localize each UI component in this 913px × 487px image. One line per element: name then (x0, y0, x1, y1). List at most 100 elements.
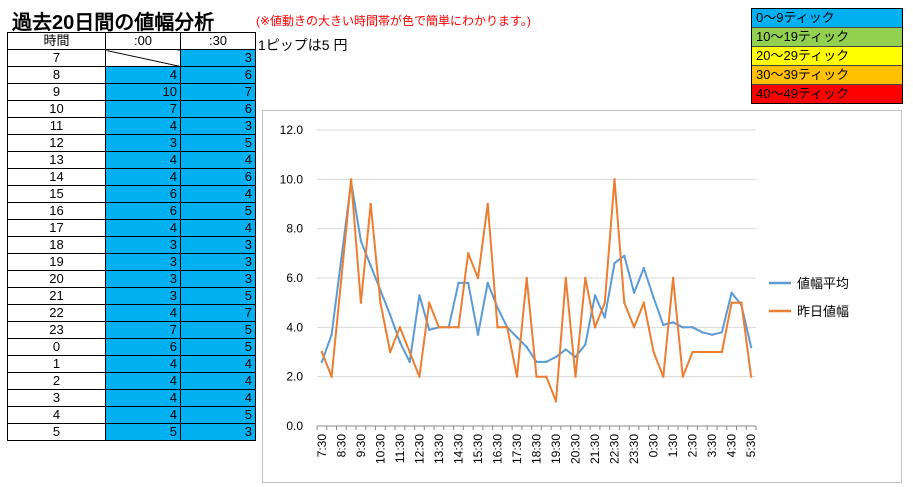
hour-cell: 5 (7, 423, 106, 441)
data-point (418, 375, 421, 378)
data-point (398, 326, 402, 329)
hour-cell: 21 (7, 287, 106, 305)
data-point (584, 343, 587, 346)
data-point (359, 239, 363, 243)
data-point (564, 276, 567, 280)
table-row: 14 4 6 (7, 168, 256, 186)
range-table: 時間 :00 :30 7 3 8 4 6 9 10 7 10 7 6 11 4 3 12 3 5 13 4 4 14 4 6… (7, 32, 256, 441)
table-row: 18 3 3 (7, 236, 256, 254)
data-point (632, 326, 636, 329)
data-point (593, 294, 597, 297)
hour-cell: 3 (7, 389, 106, 407)
data-point (515, 375, 519, 378)
range-00-cell: 4 (105, 406, 181, 424)
hour-cell: 19 (7, 253, 106, 271)
data-point (691, 350, 694, 354)
data-point (554, 355, 558, 359)
header-hour: 時間 (7, 32, 106, 50)
x-tick-label: 14:30 (451, 434, 465, 464)
range-30-cell: 6 (180, 66, 256, 84)
data-point (427, 301, 431, 304)
tick-color-legend: 0～9ティック 10～19ティック 20～29ティック 30～39ティック 40～49テ… (751, 8, 903, 104)
data-point (437, 326, 441, 329)
data-point (359, 301, 363, 304)
range-00-cell: 4 (105, 168, 181, 186)
data-point (584, 276, 587, 280)
x-tick-label: 0:30 (647, 434, 661, 458)
range-00-cell: 6 (105, 185, 181, 203)
range-00-cell: 6 (105, 338, 181, 356)
data-point (749, 375, 753, 378)
x-tick-label: 16:30 (490, 434, 504, 464)
x-tick-label: 9:30 (354, 434, 368, 458)
data-point (486, 281, 489, 285)
range-30-cell: 3 (180, 423, 256, 441)
data-point (642, 266, 646, 270)
data-point (408, 350, 411, 354)
hour-cell: 7 (7, 49, 106, 67)
data-point (535, 375, 538, 378)
table-row: 16 6 5 (7, 202, 256, 220)
hour-cell: 16 (7, 202, 106, 220)
data-point (515, 336, 519, 339)
x-tick-label: 4:30 (725, 434, 739, 458)
data-point (447, 326, 450, 329)
table-header-row: 時間 :00 :30 (7, 32, 256, 50)
data-point (388, 313, 392, 317)
hour-cell: 8 (7, 66, 106, 84)
data-point (623, 254, 626, 257)
range-30-cell: 6 (180, 100, 256, 118)
data-point (525, 276, 528, 280)
data-point (320, 360, 324, 364)
hour-cell: 14 (7, 168, 106, 186)
y-tick-label: 2.0 (286, 370, 303, 384)
range-30-cell: 5 (180, 287, 256, 305)
data-point (496, 326, 499, 329)
x-tick-label: 13:30 (432, 434, 446, 464)
data-point (603, 316, 606, 319)
legend-item: 20～29ティック (752, 47, 902, 66)
x-tick-label: 20:30 (569, 434, 583, 464)
legend-label: 値幅平均 (797, 276, 849, 291)
hour-cell: 0 (7, 338, 106, 356)
data-point (730, 301, 733, 304)
data-point (369, 202, 372, 206)
data-point (603, 301, 606, 304)
hour-cell: 12 (7, 134, 106, 152)
y-tick-label: 0.0 (286, 419, 303, 433)
hour-cell: 2 (7, 372, 106, 390)
data-point (545, 360, 548, 364)
page-title: 過去20日間の値幅分析 (12, 12, 215, 34)
data-point (427, 328, 431, 331)
hour-cell: 17 (7, 219, 106, 237)
data-point (330, 375, 333, 378)
range-00-cell: 7 (105, 321, 181, 339)
data-point (642, 301, 646, 304)
data-point (467, 252, 470, 255)
data-point (545, 375, 548, 378)
range-00-cell (105, 49, 181, 67)
range-00-cell: 6 (105, 202, 181, 220)
data-point (710, 333, 714, 336)
y-tick-label: 6.0 (286, 271, 303, 285)
data-point (681, 326, 685, 329)
data-point (369, 264, 372, 267)
hour-cell: 10 (7, 100, 106, 118)
x-tick-label: 12:30 (412, 434, 426, 464)
data-point (418, 294, 421, 297)
data-point (691, 326, 694, 329)
data-point (652, 296, 655, 299)
hour-cell: 15 (7, 185, 106, 203)
y-tick-label: 8.0 (286, 222, 303, 236)
x-tick-label: 23:30 (627, 434, 641, 464)
y-tick-label: 10.0 (280, 172, 304, 186)
x-tick-label: 2:30 (686, 434, 700, 458)
data-point (613, 262, 616, 265)
range-00-cell: 3 (105, 270, 181, 288)
